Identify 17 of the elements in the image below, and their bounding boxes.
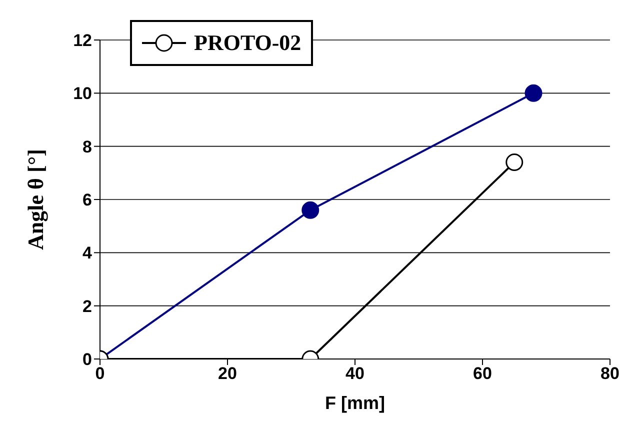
x-tick-label: 80 — [600, 364, 620, 384]
point — [506, 154, 524, 172]
y-tick-label: 10 — [73, 84, 92, 104]
y-tick-label: 0 — [82, 350, 92, 370]
legend-label: PROTO-02 — [194, 30, 302, 56]
y-tick-label: 2 — [82, 296, 92, 316]
x-tick-label: 20 — [218, 364, 237, 384]
point — [302, 201, 320, 219]
x-tick-label: 0 — [95, 364, 105, 384]
x-tick-label: 60 — [473, 364, 492, 384]
x-axis-title: F [mm] — [325, 393, 385, 413]
y-tick-label: 12 — [73, 31, 92, 50]
y-tick-label: 8 — [82, 137, 92, 156]
y-tick-label: 6 — [82, 190, 92, 210]
x-tick-label: 40 — [346, 364, 364, 384]
y-tick-label: 4 — [82, 244, 93, 263]
y-axis-title: Angle θ [°] — [22, 149, 48, 250]
